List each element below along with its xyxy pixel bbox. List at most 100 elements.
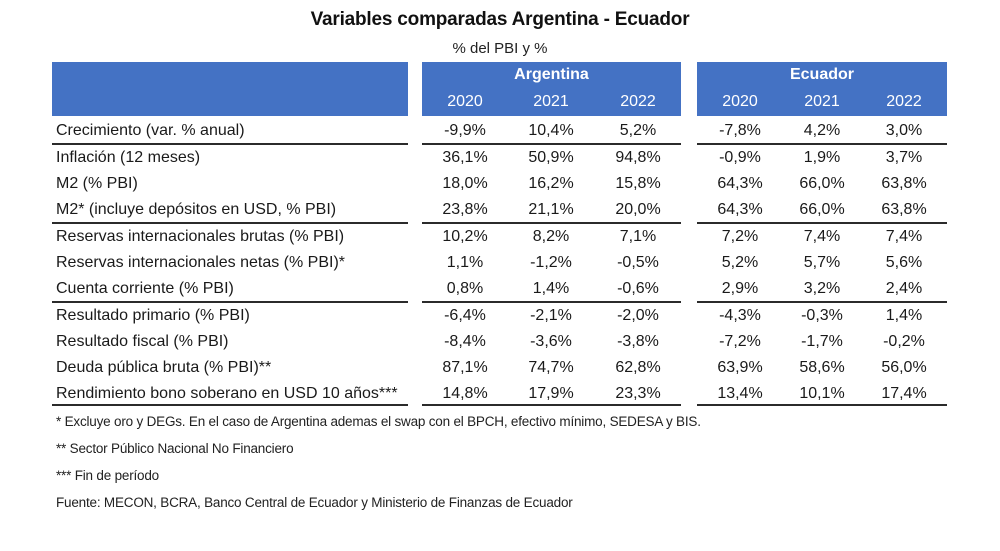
table-row: Reservas internacionales netas (% PBI)* 1…	[0, 250, 1000, 276]
cell-ecuador: 58,6%	[799, 359, 845, 376]
section-divider	[422, 301, 681, 303]
cell-ecuador: 3,0%	[885, 122, 923, 139]
row-label: Rendimiento bono soberano en USD 10 años…	[56, 385, 398, 402]
cell-ecuador: -1,7%	[801, 333, 843, 350]
table-row: Resultado fiscal (% PBI) -8,4% -3,6% -3,8% -…	[0, 329, 1000, 355]
row-label: Crecimiento (var. % anual)	[56, 122, 245, 139]
cell-argentina: 21,1%	[528, 201, 574, 218]
table-row: Rendimiento bono soberano en USD 10 años…	[0, 381, 1000, 407]
cell-ecuador: 56,0%	[881, 359, 927, 376]
row-label: Resultado primario (% PBI)	[56, 307, 250, 324]
header-argentina: Argentina 2020 2021 2022	[422, 62, 681, 116]
table-title: Variables comparadas Argentina - Ecuador	[310, 9, 690, 30]
cell-ecuador: 4,2%	[803, 122, 841, 139]
year-header: 2021	[533, 93, 569, 110]
footnote: *** Fin de período	[56, 468, 159, 483]
cell-ecuador: 2,4%	[885, 280, 923, 297]
row-label: Deuda pública bruta (% PBI)**	[56, 359, 272, 376]
cell-ecuador: 2,9%	[721, 280, 759, 297]
cell-ecuador: 66,0%	[799, 175, 845, 192]
cell-argentina: 17,9%	[528, 385, 574, 402]
row-label: Reservas internacionales netas (% PBI)*	[56, 254, 346, 271]
cell-argentina: -2,1%	[530, 307, 572, 324]
cell-ecuador: 66,0%	[799, 201, 845, 218]
table-row: M2* (incluye depósitos en USD, % PBI) 23,…	[0, 197, 1000, 223]
row-label: Inflación (12 meses)	[56, 149, 201, 166]
footnote: ** Sector Público Nacional No Financiero	[56, 441, 294, 456]
group-name-argentina: Argentina	[514, 66, 589, 83]
section-divider	[52, 404, 408, 406]
cell-argentina: 0,8%	[446, 280, 484, 297]
row-label: Resultado fiscal (% PBI)	[56, 333, 229, 350]
cell-ecuador: 63,8%	[881, 175, 927, 192]
cell-argentina: 7,1%	[619, 228, 657, 245]
cell-ecuador: 3,7%	[885, 149, 923, 166]
table-row: Resultado primario (% PBI) -6,4% -2,1% -2,0…	[0, 303, 1000, 329]
cell-argentina: 23,8%	[442, 201, 488, 218]
cell-argentina: -0,5%	[617, 254, 659, 271]
cell-argentina: 50,9%	[528, 149, 574, 166]
cell-argentina: 87,1%	[442, 359, 488, 376]
year-header: 2020	[722, 93, 758, 110]
cell-ecuador: 64,3%	[717, 201, 763, 218]
year-header: 2020	[447, 93, 483, 110]
cell-ecuador: 1,4%	[885, 307, 923, 324]
section-divider	[697, 143, 947, 145]
cell-ecuador: -0,3%	[801, 307, 843, 324]
section-divider	[422, 143, 681, 145]
header-ecuador: Ecuador 2020 2021 2022	[697, 62, 947, 116]
section-divider	[422, 222, 681, 224]
source-note: Fuente: MECON, BCRA, Banco Central de Ec…	[56, 495, 573, 510]
table-row: Cuenta corriente (% PBI) 0,8% 1,4% -0,6% 2,9…	[0, 276, 1000, 302]
section-divider	[52, 143, 408, 145]
cell-argentina: -8,4%	[444, 333, 486, 350]
cell-ecuador: 5,6%	[885, 254, 923, 271]
row-label: Cuenta corriente (% PBI)	[56, 280, 234, 297]
cell-argentina: 62,8%	[615, 359, 661, 376]
years-ecuador: 2020 2021 2022	[697, 93, 947, 115]
cell-argentina: 74,7%	[528, 359, 574, 376]
cell-argentina: -0,6%	[617, 280, 659, 297]
cell-argentina: -3,6%	[530, 333, 572, 350]
cell-argentina: 10,4%	[528, 122, 574, 139]
cell-ecuador: 63,9%	[717, 359, 763, 376]
section-divider	[697, 301, 947, 303]
cell-argentina: 16,2%	[528, 175, 574, 192]
section-divider	[52, 301, 408, 303]
cell-argentina: -9,9%	[444, 122, 486, 139]
cell-ecuador: 13,4%	[717, 385, 763, 402]
cell-ecuador: 7,4%	[885, 228, 923, 245]
cell-argentina: -1,2%	[530, 254, 572, 271]
year-header: 2022	[886, 93, 922, 110]
cell-argentina: 5,2%	[619, 122, 657, 139]
cell-ecuador: -7,8%	[719, 122, 761, 139]
year-header: 2022	[620, 93, 656, 110]
cell-argentina: 36,1%	[442, 149, 488, 166]
section-divider	[422, 404, 681, 406]
table-row: Inflación (12 meses) 36,1% 50,9% 94,8% -0,9%…	[0, 145, 1000, 171]
cell-ecuador: 3,2%	[803, 280, 841, 297]
cell-ecuador: 64,3%	[717, 175, 763, 192]
cell-ecuador: 10,1%	[799, 385, 845, 402]
year-header: 2021	[804, 93, 840, 110]
row-label: Reservas internacionales brutas (% PBI)	[56, 228, 345, 245]
cell-argentina: 20,0%	[615, 201, 661, 218]
table-row: M2 (% PBI) 18,0% 16,2% 15,8% 64,3% 66,0% 63,8%	[0, 171, 1000, 197]
cell-ecuador: 7,4%	[803, 228, 841, 245]
table-row: Crecimiento (var. % anual) -9,9% 10,4% 5,2%…	[0, 118, 1000, 144]
cell-ecuador: 17,4%	[881, 385, 927, 402]
cell-argentina: 1,1%	[446, 254, 484, 271]
section-divider	[697, 222, 947, 224]
cell-ecuador: -7,2%	[719, 333, 761, 350]
cell-ecuador: 7,2%	[721, 228, 759, 245]
cell-argentina: 1,4%	[532, 280, 570, 297]
cell-ecuador: 5,2%	[721, 254, 759, 271]
row-label: M2* (incluye depósitos en USD, % PBI)	[56, 201, 337, 218]
cell-ecuador: 63,8%	[881, 201, 927, 218]
cell-ecuador: 5,7%	[803, 254, 841, 271]
cell-argentina: 23,3%	[615, 385, 661, 402]
cell-ecuador: -4,3%	[719, 307, 761, 324]
cell-argentina: -2,0%	[617, 307, 659, 324]
cell-argentina: 94,8%	[615, 149, 661, 166]
row-label: M2 (% PBI)	[56, 175, 138, 192]
